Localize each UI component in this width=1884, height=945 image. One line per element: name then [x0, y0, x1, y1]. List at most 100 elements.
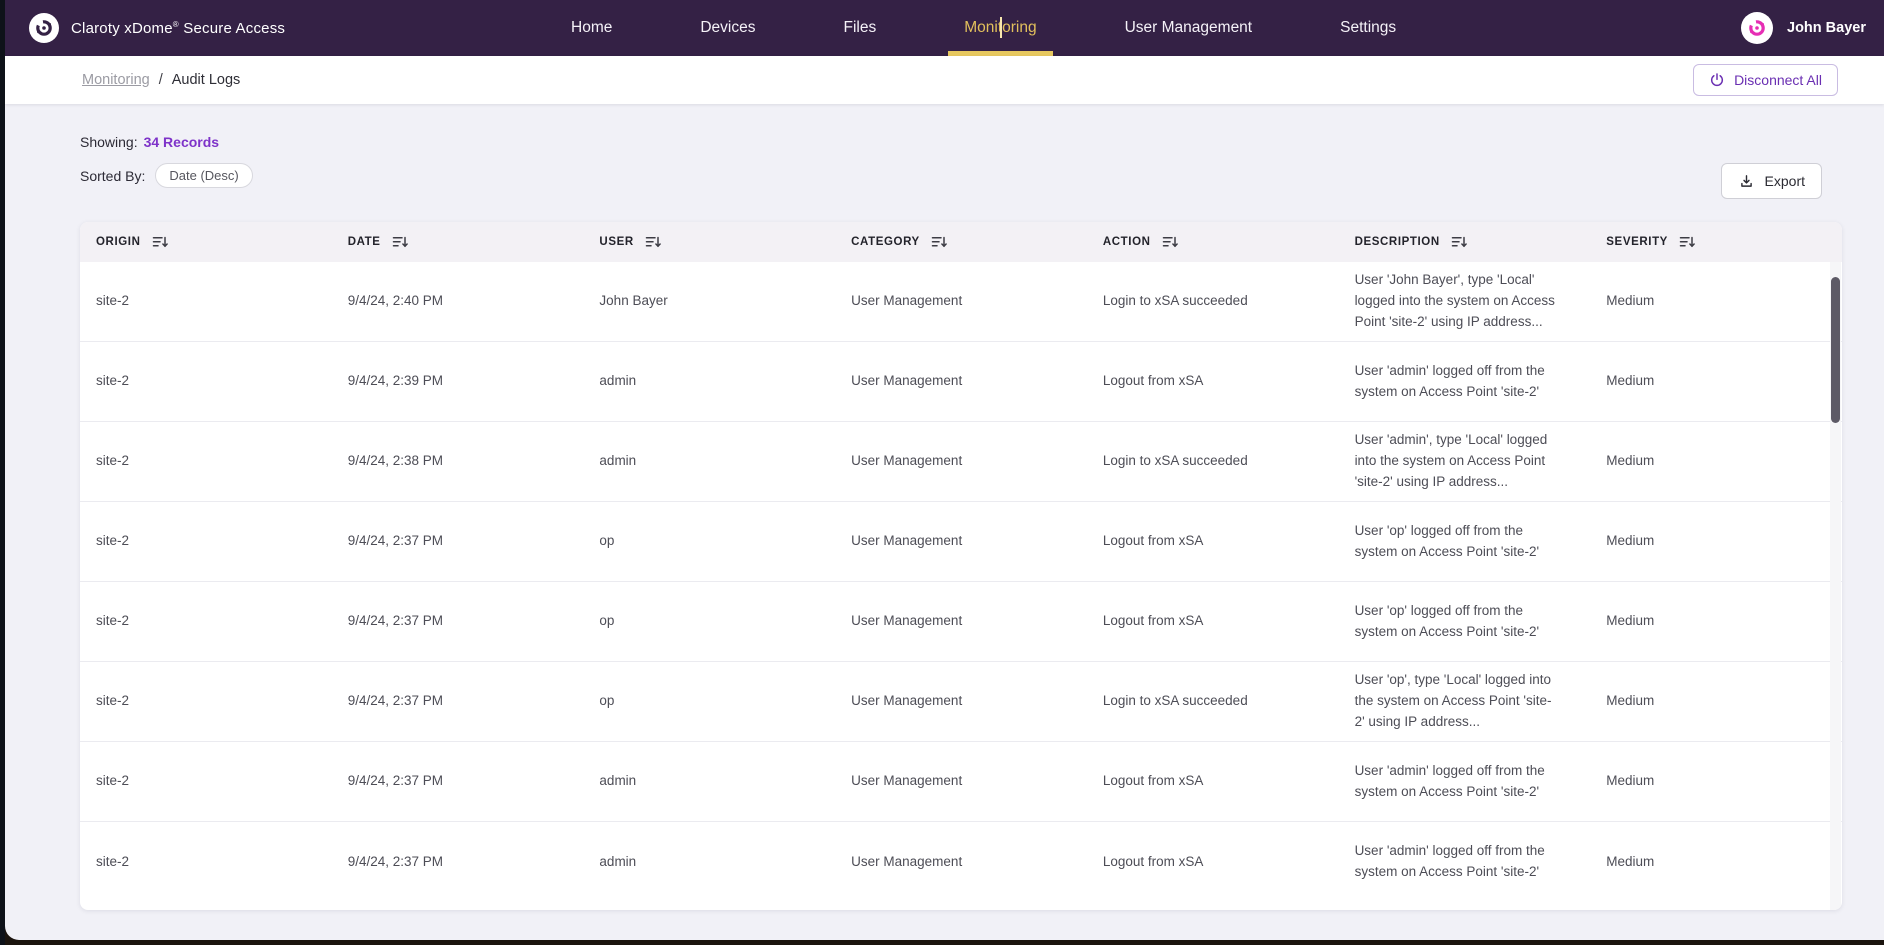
cell-category: User Management	[851, 453, 963, 469]
claroty-logo-icon	[29, 13, 59, 43]
table-scrollbar-track[interactable]	[1830, 262, 1841, 910]
cell-user: John Bayer	[599, 293, 668, 309]
audit-logs-content: Showing: 34 Records Sorted By: Date (Desc…	[5, 104, 1884, 940]
column-header-label: SEVERITY	[1606, 236, 1668, 248]
column-header-category: CATEGORY	[835, 235, 1087, 249]
table-row: site-2 9/4/24, 2:40 PM John Bayer User M…	[80, 262, 1842, 342]
main-nav-menu: Home Devices Files Monitoring User Managemen…	[571, 0, 1396, 56]
sort-filter-icon[interactable]	[1679, 235, 1695, 249]
cell-severity: Medium	[1606, 853, 1655, 869]
cell-action: Login to xSA succeeded	[1102, 453, 1248, 469]
cell-category: User Management	[851, 853, 963, 869]
cell-description: User 'admin' logged off from the system …	[1354, 362, 1545, 399]
table-row: site-2 9/4/24, 2:38 PM admin User Manage…	[80, 422, 1842, 502]
audit-logs-table: ORIGIN DATE USER CATEGORY	[80, 222, 1842, 910]
cell-user: admin	[599, 373, 637, 389]
cell-date: 9/4/24, 2:37 PM	[347, 533, 444, 549]
cell-severity: Medium	[1606, 373, 1655, 389]
cell-date: 9/4/24, 2:38 PM	[347, 453, 444, 469]
sorted-by-label: Sorted By:	[80, 167, 146, 184]
cell-description: User 'op' logged off from the system on …	[1354, 602, 1540, 639]
sort-filter-icon[interactable]	[931, 235, 947, 249]
cell-severity: Medium	[1606, 613, 1655, 629]
cell-action: Logout from xSA	[1102, 773, 1204, 789]
column-header-description: DESCRIPTION	[1339, 235, 1591, 249]
cell-category: User Management	[851, 613, 963, 629]
column-header-user: USER	[583, 235, 835, 249]
sort-filter-icon[interactable]	[392, 235, 408, 249]
cell-severity: Medium	[1606, 533, 1655, 549]
cell-description: User 'op' logged off from the system on …	[1354, 522, 1540, 559]
sort-filter-icon[interactable]	[1451, 235, 1467, 249]
records-count: 34 Records	[143, 134, 220, 150]
table-row: site-2 9/4/24, 2:37 PM op User Managemen…	[80, 582, 1842, 662]
results-summary: Showing: 34 Records Sorted By: Date (Desc…	[80, 134, 253, 188]
sort-filter-icon[interactable]	[1162, 235, 1178, 249]
cell-origin: site-2	[96, 613, 130, 629]
cell-description: User 'op', type 'Local' logged into the …	[1354, 672, 1552, 729]
cell-description: User 'admin' logged off from the system …	[1354, 762, 1545, 799]
export-button[interactable]: Export	[1720, 163, 1822, 199]
column-header-label: ACTION	[1102, 236, 1151, 248]
user-name: John Bayer	[1787, 20, 1866, 36]
column-header-label: ORIGIN	[96, 236, 141, 248]
nav-item-devices[interactable]: Devices	[700, 19, 756, 36]
column-header-severity: SEVERITY	[1590, 235, 1842, 249]
column-header-label: CATEGORY	[851, 236, 920, 248]
showing-line: Showing: 34 Records	[80, 134, 253, 150]
cell-date: 9/4/24, 2:39 PM	[347, 373, 444, 389]
sort-order-chip[interactable]: Date (Desc)	[155, 163, 253, 188]
cell-severity: Medium	[1606, 693, 1655, 709]
breadcrumb-separator: /	[158, 72, 163, 88]
disconnect-all-label: Disconnect All	[1734, 72, 1822, 88]
cell-description: User 'John Bayer', type 'Local' logged i…	[1354, 272, 1555, 329]
cell-user: op	[599, 613, 615, 629]
nav-item-home[interactable]: Home	[571, 19, 613, 36]
nav-item-monitoring[interactable]: Monitoring	[948, 0, 1054, 56]
cell-severity: Medium	[1606, 773, 1655, 789]
table-scrollbar-thumb[interactable]	[1831, 277, 1840, 423]
breadcrumb-current: Audit Logs	[171, 72, 241, 88]
cell-user: admin	[599, 773, 637, 789]
user-menu[interactable]: John Bayer	[1741, 0, 1866, 56]
disconnect-all-button[interactable]: Disconnect All	[1693, 64, 1838, 96]
cell-origin: site-2	[96, 533, 130, 549]
cell-date: 9/4/24, 2:37 PM	[347, 853, 444, 869]
sort-filter-icon[interactable]	[645, 235, 661, 249]
cell-origin: site-2	[96, 853, 130, 869]
cell-severity: Medium	[1606, 293, 1655, 309]
cell-user: admin	[599, 853, 637, 869]
table-row: site-2 9/4/24, 2:39 PM admin User Manage…	[80, 342, 1842, 422]
table-row: site-2 9/4/24, 2:37 PM op User Managemen…	[80, 662, 1842, 742]
cell-category: User Management	[851, 693, 963, 709]
cell-action: Logout from xSA	[1102, 853, 1204, 869]
breadcrumb-bar: Monitoring / Audit Logs Disconnect All	[5, 56, 1884, 104]
nav-item-files[interactable]: Files	[843, 19, 877, 36]
cell-description: User 'admin' logged off from the system …	[1354, 843, 1545, 879]
column-header-label: DATE	[347, 236, 381, 248]
table-row: site-2 9/4/24, 2:37 PM admin User Manage…	[80, 742, 1842, 822]
column-header-label: DESCRIPTION	[1354, 236, 1440, 248]
cell-date: 9/4/24, 2:40 PM	[347, 293, 444, 309]
column-header-origin: ORIGIN	[80, 235, 332, 249]
avatar	[1741, 12, 1774, 44]
cell-action: Logout from xSA	[1102, 373, 1204, 389]
nav-item-settings[interactable]: Settings	[1340, 19, 1397, 36]
cell-user: op	[599, 533, 615, 549]
cell-category: User Management	[851, 773, 963, 789]
sorted-by-line: Sorted By: Date (Desc)	[80, 163, 253, 188]
nav-item-user-management[interactable]: User Management	[1124, 19, 1253, 36]
cell-action: Login to xSA succeeded	[1102, 693, 1248, 709]
cell-action: Logout from xSA	[1102, 613, 1204, 629]
table-body: site-2 9/4/24, 2:40 PM John Bayer User M…	[80, 262, 1842, 910]
table-header-row: ORIGIN DATE USER CATEGORY	[80, 222, 1842, 262]
cell-origin: site-2	[96, 773, 130, 789]
breadcrumb-parent-link[interactable]: Monitoring	[82, 72, 150, 88]
cell-date: 9/4/24, 2:37 PM	[347, 613, 444, 629]
cell-category: User Management	[851, 293, 963, 309]
brand-logo-link[interactable]: Claroty xDome® Secure Access	[5, 13, 285, 43]
cell-origin: site-2	[96, 693, 130, 709]
top-nav-bar: Claroty xDome® Secure Access Home Devices…	[5, 0, 1884, 56]
sort-filter-icon[interactable]	[152, 235, 168, 249]
download-icon	[1738, 173, 1755, 190]
